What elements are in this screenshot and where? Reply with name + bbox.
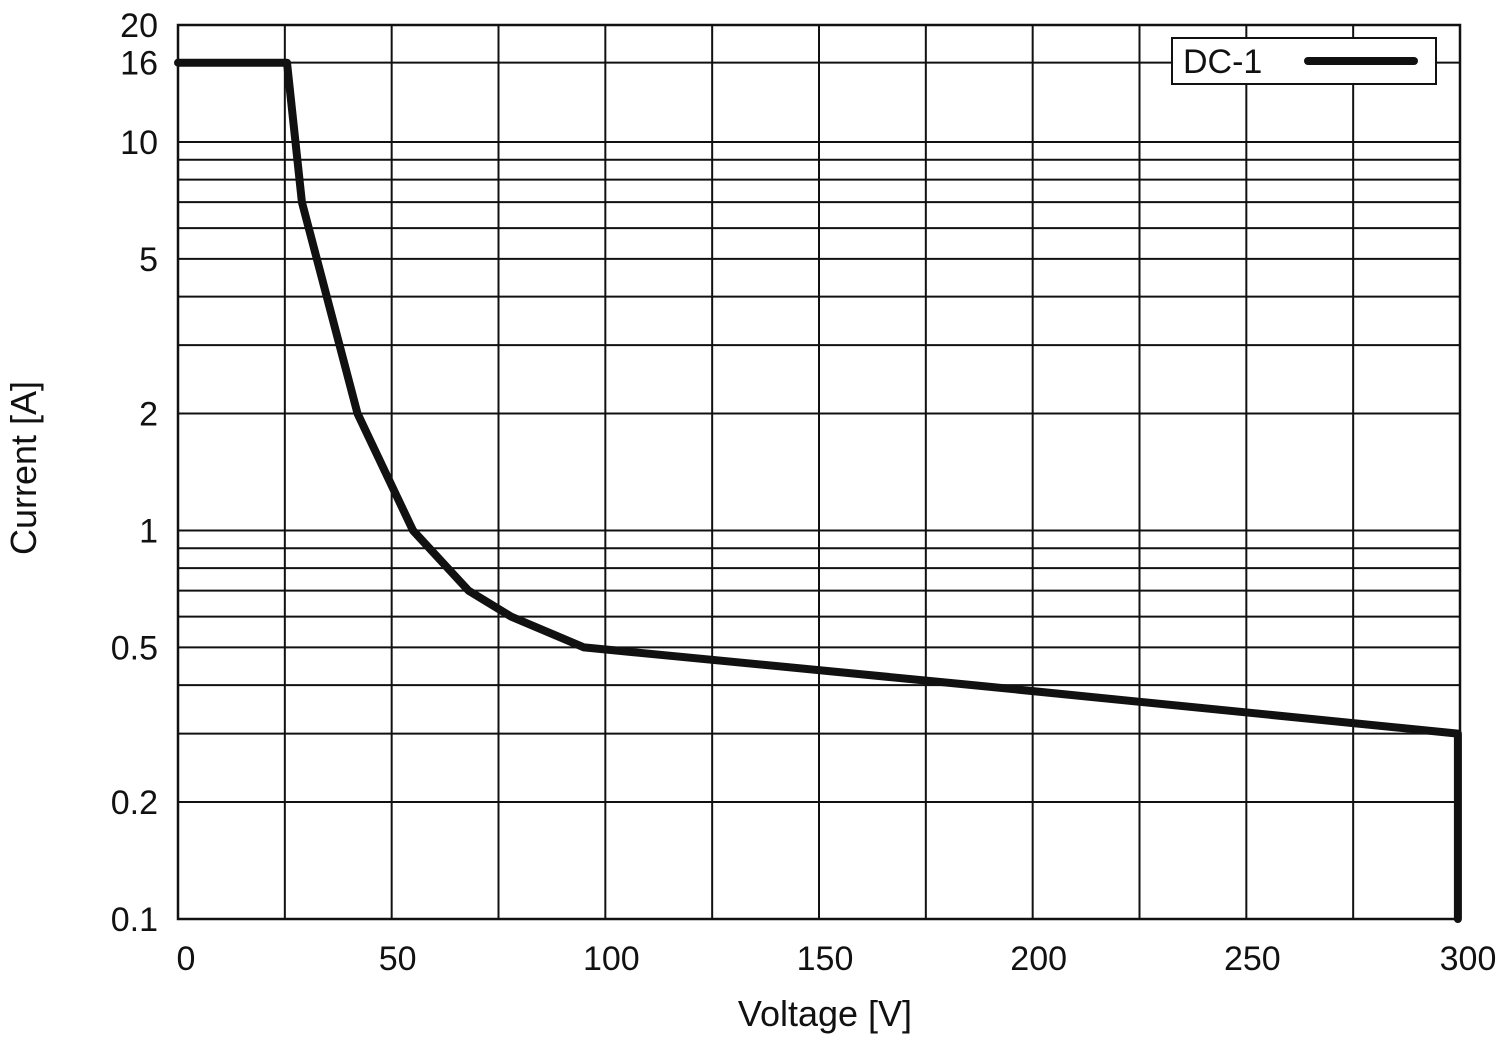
x-tick-label: 250 <box>1224 940 1281 978</box>
y-tick-label: 10 <box>120 124 158 162</box>
x-tick-label: 50 <box>379 940 417 978</box>
y-tick-label: 0.2 <box>111 784 158 822</box>
x-tick-label: 100 <box>583 940 640 978</box>
plot-frame <box>176 23 1462 921</box>
series-line-dc-1 <box>174 58 1462 923</box>
x-tick-label: 300 <box>1440 940 1497 978</box>
y-tick-label: 0.5 <box>111 629 158 667</box>
y-axis-label: Current [A] <box>3 381 44 555</box>
y-tick-label: 2 <box>139 396 158 434</box>
legend[interactable]: DC-1 <box>1171 37 1437 85</box>
grid <box>177 24 1461 920</box>
x-tick-label: 200 <box>1010 940 1067 978</box>
y-tick-label: 5 <box>139 241 158 279</box>
legend-label: DC-1 <box>1183 43 1262 81</box>
y-tick-label: 20 <box>120 7 158 45</box>
y-tick-label: 0.1 <box>111 901 158 939</box>
series-group <box>174 58 1462 923</box>
x-tick-label: 0 <box>177 940 196 978</box>
y-tick-label: 1 <box>139 512 158 550</box>
x-tick-label: 150 <box>797 940 854 978</box>
x-axis-label: Voltage [V] <box>738 993 912 1034</box>
y-tick-label: 16 <box>120 45 158 83</box>
x-tick-labels: 0 50 100 150 200 250 300 <box>177 940 1497 978</box>
